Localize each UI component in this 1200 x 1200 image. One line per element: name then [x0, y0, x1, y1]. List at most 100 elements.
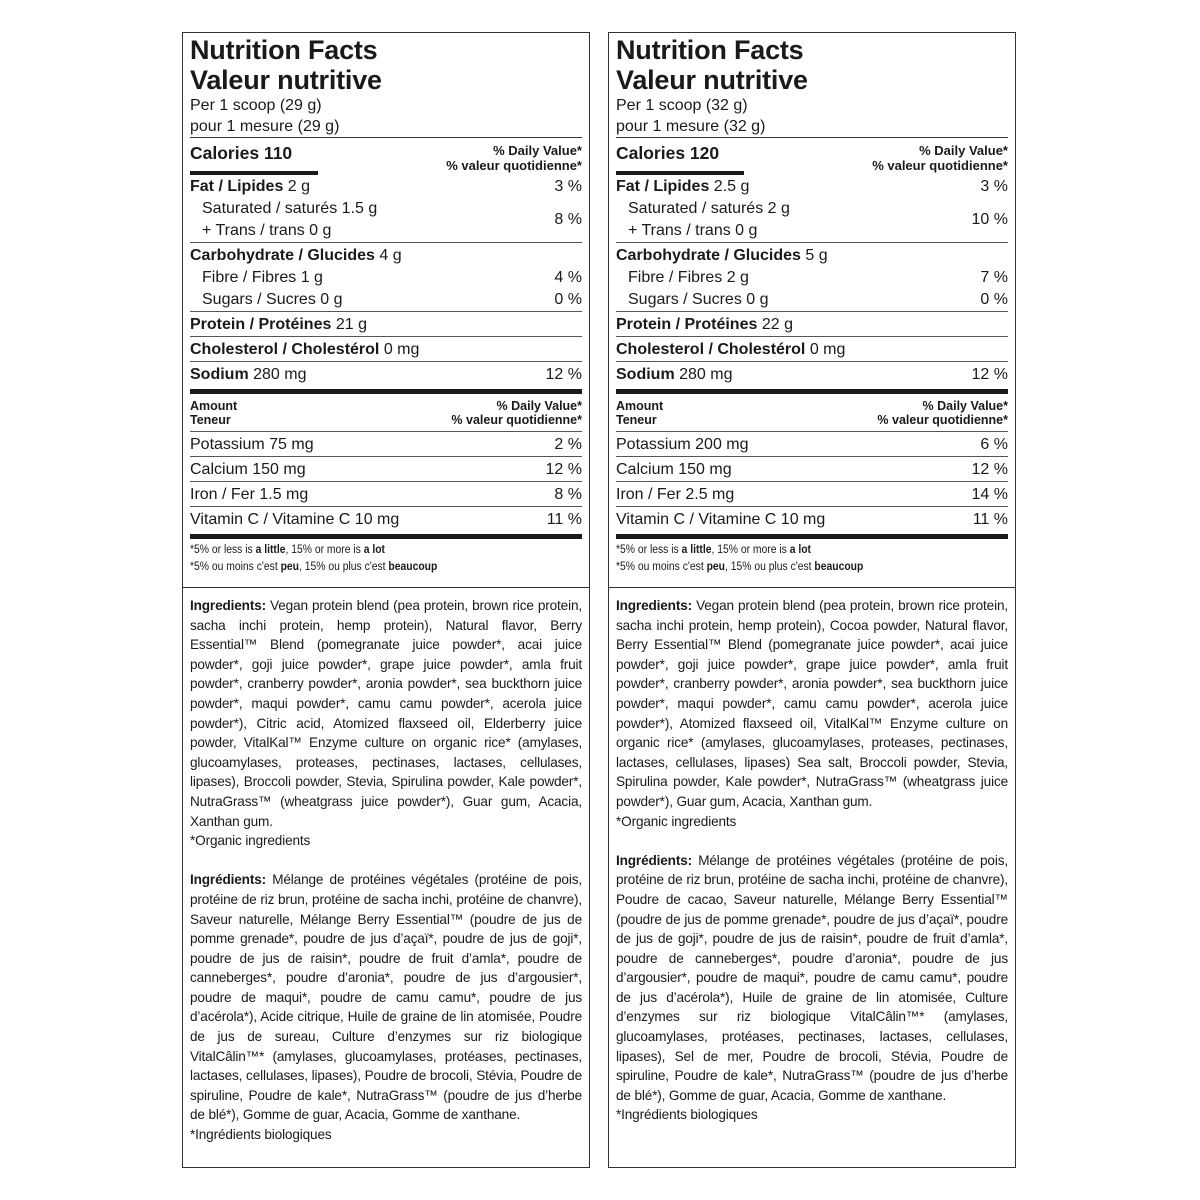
dv-header-en: % Daily Value*: [919, 143, 1008, 158]
mineral-label: Potassium 200 mg: [616, 435, 749, 453]
nutrient-text: Saturated / saturés 1.5 g: [202, 200, 378, 217]
nutrient-amount: 2 g: [283, 178, 311, 195]
nutrient-amount: Fibre / Fibres 1 g: [202, 269, 323, 286]
footnote-part: peu: [706, 561, 725, 573]
thick-divider: [190, 389, 582, 394]
daily-value: 4 %: [554, 269, 582, 286]
footnote-part: a lot: [363, 544, 385, 556]
nutrient-label: Sugars / Sucres 0 g: [616, 289, 769, 311]
nutrient-amount: 4 g: [374, 246, 402, 264]
nutrient-amount: Sugars / Sucres 0 g: [202, 291, 343, 308]
nutrient-amount: 0 mg: [379, 340, 420, 358]
nutrient-label: Fat / Lipides 2 g: [190, 176, 310, 198]
nutrient-text-2: + Trans / trans 0 g: [628, 222, 758, 239]
mineral-row: Calcium 150 mg 12 %: [616, 456, 1008, 481]
serving-size-fr: pour 1 mesure (32 g): [616, 118, 766, 135]
nutrient-label: Fibre / Fibres 2 g: [616, 267, 749, 289]
organic-note-en: *Organic ingredients: [190, 833, 311, 849]
dv-header-fr: % valeur quotidienne*: [451, 413, 582, 427]
nutrient-amount: 0 mg: [805, 340, 846, 358]
nutrient-amount: 2.5 g: [709, 178, 750, 195]
mineral-row: Potassium 200 mg 6 %: [616, 431, 1008, 456]
nutrient-row: Sodium 280 mg 12 %: [616, 361, 1008, 386]
mineral-label: Potassium 75 mg: [190, 435, 314, 453]
nutrient-label: Cholesterol / Cholestérol 0 mg: [616, 337, 845, 362]
nutrient-row: Carbohydrate / Glucides 4 g: [190, 242, 582, 267]
nutrient-amount: 280 mg: [248, 365, 307, 383]
footnote-part: *5% or less is: [616, 544, 682, 556]
ingredients-en-label: Ingredients:: [616, 598, 692, 613]
nutrient-label: Fat / Lipides 2.5 g: [616, 176, 749, 198]
nutrient-label: Carbohydrate / Glucides 5 g: [616, 243, 828, 268]
amount-en: Amount: [616, 399, 664, 413]
footnote-part: , 15% or more is: [711, 544, 790, 556]
nutrient-label: Protein / Protéines 21 g: [190, 312, 367, 337]
calories: Calories 120: [616, 143, 720, 163]
dv-header-fr: % valeur quotidienne*: [872, 158, 1008, 173]
amount-label: Amount Teneur: [616, 399, 663, 431]
dv-label: % Daily Value*% valeur quotidienne*: [877, 399, 1008, 431]
mineral-label: Calcium 150 mg: [616, 460, 732, 478]
nutrition-facts-table: Nutrition Facts Valeur nutritive Per 1 sco…: [609, 33, 1015, 588]
serving-size-en: Per 1 scoop (29 g): [190, 97, 322, 114]
ingredients-fr-label: Ingrédients:: [190, 872, 266, 888]
nutrition-panel-right: Nutrition Facts Valeur nutritive Per 1 sco…: [608, 32, 1016, 1168]
footnote: *5% ou moins c'est peu, 15% ou plus c'es…: [616, 560, 969, 575]
nutrient-name: Cholesterol / Cholestérol: [190, 340, 380, 358]
mineral-row: Iron / Fer 2.5 mg 14 %: [616, 481, 1008, 506]
dv-header-en: % Daily Value*: [493, 143, 582, 158]
nutrient-row: Fat / Lipides 2 g 3 %: [190, 176, 582, 198]
ingredients-fr-text: Mélange de protéines végétales (protéine…: [616, 852, 1008, 1103]
nutrient-label: Cholesterol / Cholestérol 0 mg: [190, 337, 419, 362]
mineral-label: Vitamin C / Vitamine C 10 mg: [190, 510, 400, 528]
dv-label: % Daily Value*% valeur quotidienne*: [451, 399, 582, 431]
amount-label: Amount Teneur: [190, 399, 237, 431]
nutrient-label: Sodium 280 mg: [190, 362, 306, 387]
nutrient-text-2: + Trans / trans 0 g: [202, 222, 332, 239]
footnote-part: *5% ou moins c'est: [616, 561, 707, 573]
nutrient-name: Sodium: [190, 365, 249, 383]
nutrient-label: Saturated / saturés 1.5 g + Trans / trans…: [190, 198, 377, 242]
nutrient-name: Carbohydrate / Glucides: [190, 246, 375, 264]
nutrient-row: Saturated / saturés 2 g + Trans / trans 0…: [616, 198, 1008, 242]
daily-value: 7 %: [980, 269, 1008, 286]
daily-value: 14 %: [971, 485, 1008, 503]
ingredients-en-label: Ingredients:: [190, 598, 266, 613]
mineral-label: Iron / Fer 2.5 mg: [616, 485, 735, 503]
ingredients-fr: Ingrédients: Mélange de protéines végéta…: [190, 870, 582, 1144]
footnote-part: a little: [255, 544, 286, 556]
nutrition-facts-table: Nutrition Facts Valeur nutritive Per 1 sco…: [183, 33, 589, 588]
mineral-row: Iron / Fer 1.5 mg 8 %: [190, 481, 582, 506]
amount-fr: Teneur: [190, 413, 231, 427]
daily-value-header: % Daily Value*% valeur quotidienne*: [872, 143, 1008, 176]
title-en: Nutrition Facts: [616, 35, 804, 65]
daily-value: 12 %: [545, 460, 582, 478]
nutrient-row: Protein / Protéines 21 g: [190, 311, 582, 336]
footnote-part: a lot: [789, 544, 811, 556]
mineral-label: Iron / Fer 1.5 mg: [190, 485, 309, 503]
nutrient-row: Cholesterol / Cholestérol 0 mg: [190, 336, 582, 361]
ingredients-en: Ingredients: Vegan protein blend (pea pr…: [190, 596, 582, 851]
nutrient-row: Fibre / Fibres 1 g 4 %: [190, 267, 582, 289]
serving-size-en: Per 1 scoop (32 g): [616, 97, 748, 114]
mineral-row: Vitamin C / Vitamine C 10 mg 11 %: [190, 506, 582, 531]
daily-value-header: % Daily Value*% valeur quotidienne*: [446, 143, 582, 176]
daily-value: 0 %: [554, 291, 582, 308]
nutrient-row: Sugars / Sucres 0 g 0 %: [190, 289, 582, 311]
ingredients: Ingredients: Vegan protein blend (pea pr…: [609, 588, 1015, 1125]
divider: [616, 137, 1008, 138]
footnote: *5% ou moins c'est peu, 15% ou plus c'es…: [190, 560, 543, 575]
daily-value: 6 %: [980, 435, 1008, 453]
footnote-part: *5% ou moins c'est: [190, 561, 281, 573]
nutrient-row: Saturated / saturés 1.5 g + Trans / trans…: [190, 198, 582, 242]
calories: Calories 110: [190, 143, 293, 163]
title-en: Nutrition Facts: [190, 35, 378, 65]
daily-value: 11 %: [972, 510, 1008, 528]
footnote-part: beaucoup: [814, 561, 864, 573]
daily-value: 12 %: [545, 365, 582, 383]
nutrient-amount: Sugars / Sucres 0 g: [628, 291, 769, 308]
mineral-row: Calcium 150 mg 12 %: [190, 456, 582, 481]
ingredients-fr-label: Ingrédients:: [616, 852, 692, 868]
nutrient-label: Saturated / saturés 2 g + Trans / trans 0…: [616, 198, 790, 242]
amount-fr: Teneur: [616, 413, 657, 427]
